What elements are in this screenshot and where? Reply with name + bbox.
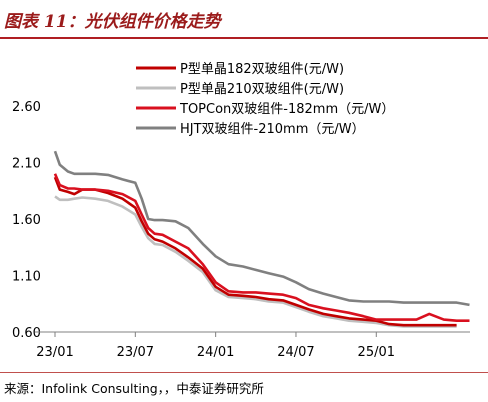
axes: 2.60 2.10 1.60 1.10 0.60 23/01 23/07 24/01 24/07… <box>12 100 470 360</box>
y-tick-label: 1.10 <box>12 270 41 285</box>
series-lines <box>53 150 470 328</box>
x-tick-label: 24/01 <box>197 345 234 360</box>
x-tick-label: 23/07 <box>117 345 154 360</box>
legend-label-1: P型单晶210双玻组件(元/W) <box>180 82 344 97</box>
x-tick-label: 23/01 <box>36 345 73 360</box>
title-bar: 图表 11：光伏组件价格走势 <box>0 0 488 39</box>
series-line-2 <box>53 173 470 322</box>
y-tick-label: 1.60 <box>12 213 41 228</box>
y-tick-label: 0.60 <box>12 326 41 341</box>
line-chart: 2.60 2.10 1.60 1.10 0.60 23/01 23/07 24/01 24/07… <box>12 62 470 360</box>
x-tick-label: 24/07 <box>277 345 314 360</box>
chart-title: 图表 11：光伏组件价格走势 <box>4 12 221 32</box>
series-line-1 <box>54 195 457 328</box>
legend-label-3: HJT双玻组件-210mm（元/W） <box>180 122 365 137</box>
legend: P型单晶182双玻组件(元/W) P型单晶210双玻组件(元/W) TOPCon双玻… <box>136 62 394 137</box>
x-tick-label: 25/01 <box>358 345 395 360</box>
y-tick-label: 2.60 <box>12 100 41 115</box>
series-line-0 <box>53 176 457 327</box>
legend-label-0: P型单晶182双玻组件(元/W) <box>180 62 344 77</box>
footer-divider <box>0 372 488 373</box>
title-divider <box>0 37 488 39</box>
legend-label-2: TOPCon双玻组件-182mm（元/W） <box>179 102 394 117</box>
y-tick-label: 2.10 <box>12 157 41 172</box>
series-line-3 <box>53 150 470 307</box>
source-note: 来源：Infolink Consulting，，中泰证券研究所 <box>4 381 264 396</box>
